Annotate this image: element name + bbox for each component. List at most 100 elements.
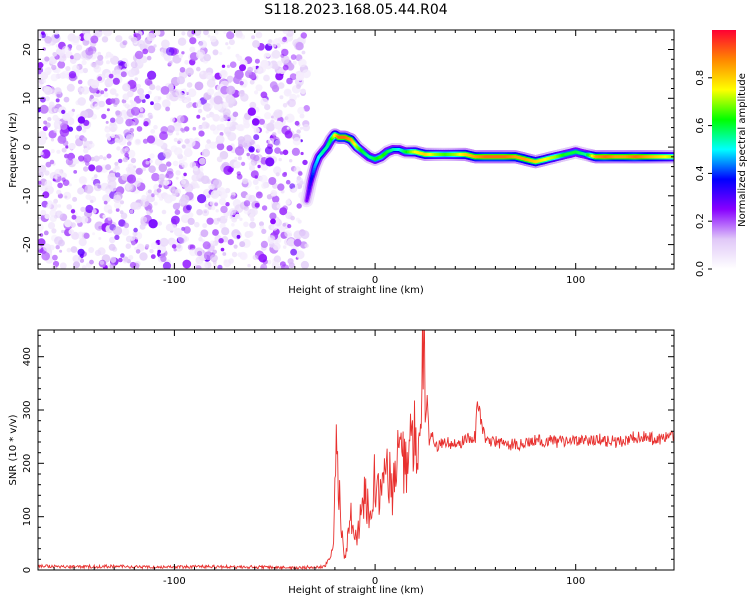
noise-blob xyxy=(302,159,308,166)
noise-blob xyxy=(40,96,46,103)
noise-blob xyxy=(165,106,171,112)
noise-blob xyxy=(77,187,85,195)
noise-blob xyxy=(289,159,293,163)
noise-blob xyxy=(77,97,86,106)
noise-blob xyxy=(45,161,52,168)
noise-blob xyxy=(115,110,121,116)
noise-blob xyxy=(266,122,275,132)
noise-blob xyxy=(89,94,94,99)
noise-blob xyxy=(192,165,199,172)
noise-blob xyxy=(93,174,98,179)
noise-blob xyxy=(151,172,160,182)
noise-blob xyxy=(290,54,297,60)
noise-blob xyxy=(253,127,260,134)
noise-blob xyxy=(300,260,309,269)
noise-blob xyxy=(231,216,238,223)
noise-blob xyxy=(182,156,188,161)
noise-blob xyxy=(68,229,75,235)
noise-blob xyxy=(267,137,275,145)
noise-blob xyxy=(290,248,297,256)
noise-blob xyxy=(113,194,122,203)
noise-blob xyxy=(217,264,223,269)
noise-blob xyxy=(73,234,79,239)
noise-blob xyxy=(225,202,230,207)
noise-blob xyxy=(219,69,228,79)
noise-blob xyxy=(43,230,49,236)
noise-blob xyxy=(273,255,282,263)
noise-blob xyxy=(73,261,80,269)
noise-blob xyxy=(160,86,170,95)
noise-blob xyxy=(195,101,202,108)
noise-blob xyxy=(120,253,125,258)
noise-blob xyxy=(130,183,135,188)
noise-blob xyxy=(95,165,103,173)
noise-blob xyxy=(116,146,121,151)
noise-blob xyxy=(218,238,224,244)
x-tick-label: 100 xyxy=(566,275,585,286)
noise-blob xyxy=(53,129,58,133)
noise-blob xyxy=(125,183,133,191)
colorbar-tick-label: 0.0 xyxy=(695,261,706,277)
noise-blob xyxy=(107,137,112,141)
noise-blob xyxy=(169,117,176,123)
noise-blob xyxy=(244,231,252,238)
noise-blob xyxy=(102,194,111,203)
noise-blob xyxy=(72,254,81,263)
noise-blob xyxy=(59,127,70,137)
noise-blob xyxy=(223,165,233,175)
noise-blob xyxy=(40,151,44,155)
noise-blob xyxy=(101,113,107,120)
x-tick-label: 0 xyxy=(372,576,378,587)
noise-blob xyxy=(134,77,138,81)
noise-blob xyxy=(61,70,70,79)
noise-blob xyxy=(83,148,89,154)
noise-blob xyxy=(206,78,216,88)
noise-blob xyxy=(89,140,93,145)
noise-blob xyxy=(163,179,170,186)
noise-blob xyxy=(98,100,105,108)
noise-blob xyxy=(271,132,277,137)
noise-blob xyxy=(263,74,270,82)
noise-blob xyxy=(277,265,282,269)
noise-blob xyxy=(212,249,217,255)
noise-blob xyxy=(286,101,290,105)
noise-blob xyxy=(255,185,260,190)
noise-blob xyxy=(236,173,243,180)
noise-blob xyxy=(148,165,156,173)
noise-blob xyxy=(287,98,296,108)
noise-blob xyxy=(85,47,94,56)
noise-blob xyxy=(292,60,297,65)
noise-blob xyxy=(139,252,148,261)
noise-blob xyxy=(44,213,50,220)
noise-blob xyxy=(248,194,256,203)
noise-blob xyxy=(110,133,116,139)
noise-blob xyxy=(171,215,180,225)
noise-blob xyxy=(239,251,247,260)
noise-blob xyxy=(209,124,217,131)
bottom-y-axis-label: SNR (10 * v/v) xyxy=(8,414,19,485)
noise-blob xyxy=(126,90,134,98)
noise-blob xyxy=(178,92,185,99)
noise-blob xyxy=(260,263,268,269)
x-tick-label: 0 xyxy=(372,275,378,286)
noise-blob xyxy=(235,213,241,220)
noise-blob xyxy=(301,50,306,55)
noise-blob xyxy=(227,79,232,84)
noise-blob xyxy=(92,232,96,236)
noise-blob xyxy=(153,44,157,48)
noise-blob xyxy=(147,90,152,95)
noise-blob xyxy=(110,185,117,192)
noise-blob xyxy=(162,148,172,158)
noise-blob xyxy=(277,129,282,134)
noise-blob xyxy=(181,144,186,149)
noise-blob xyxy=(226,85,236,95)
noise-blob xyxy=(114,165,121,171)
noise-blob xyxy=(272,195,280,203)
noise-blob xyxy=(196,66,201,72)
noise-blob xyxy=(203,30,209,36)
noise-blob xyxy=(191,174,199,182)
noise-blob xyxy=(183,148,193,158)
noise-blob xyxy=(209,111,213,116)
noise-blob xyxy=(147,70,157,80)
noise-blob xyxy=(56,189,62,195)
